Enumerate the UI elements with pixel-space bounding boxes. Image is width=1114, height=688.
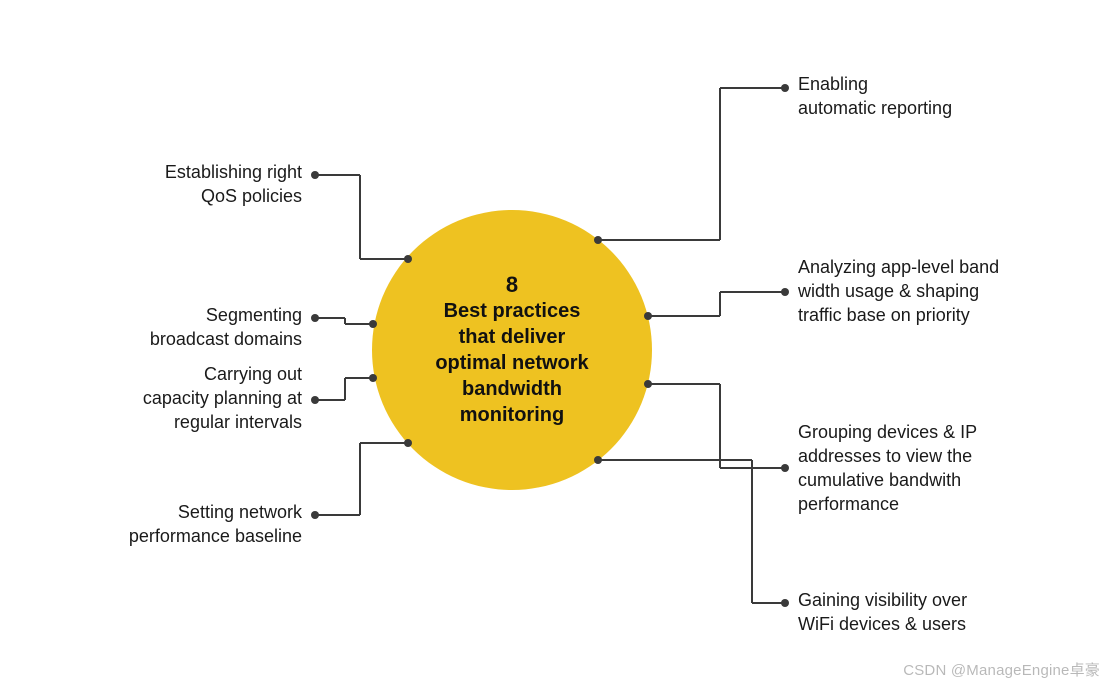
dot-grouping-label <box>781 464 789 472</box>
center-circle: 8 Best practicesthat deliveroptimal netw… <box>372 210 652 490</box>
dot-capacity-circle <box>369 374 377 382</box>
connector-app-level-v <box>719 292 721 316</box>
label-wifi: Gaining visibility overWiFi devices & us… <box>798 588 1048 636</box>
connector-baseline-h1 <box>360 442 408 444</box>
dot-wifi-label <box>781 599 789 607</box>
connector-grouping-v <box>719 384 721 468</box>
dot-baseline-circle <box>404 439 412 447</box>
label-baseline: Setting networkperformance baseline <box>92 500 302 548</box>
diagram-stage: 8 Best practicesthat deliveroptimal netw… <box>0 0 1114 688</box>
dot-reporting-label <box>781 84 789 92</box>
dot-baseline-label <box>311 511 319 519</box>
label-qos: Establishing rightQoS policies <box>92 160 302 208</box>
dot-qos-circle <box>404 255 412 263</box>
dot-capacity-label <box>311 396 319 404</box>
connector-reporting-h1 <box>598 239 720 241</box>
dot-grouping-circle <box>644 380 652 388</box>
connector-qos-h1 <box>360 258 408 260</box>
dot-wifi-circle <box>594 456 602 464</box>
connector-segmenting-h2 <box>315 317 345 319</box>
center-number: 8 <box>506 272 518 298</box>
connector-wifi-v <box>751 460 753 603</box>
dot-segmenting-label <box>311 314 319 322</box>
label-reporting: Enablingautomatic reporting <box>798 72 1038 120</box>
connector-capacity-v <box>344 378 346 400</box>
connector-qos-v <box>359 175 361 259</box>
connector-baseline-v <box>359 443 361 515</box>
connector-baseline-h2 <box>315 514 360 516</box>
connector-app-level-h2 <box>720 291 785 293</box>
connector-wifi-h1 <box>598 459 752 461</box>
connector-grouping-h1 <box>648 383 720 385</box>
label-segmenting: Segmentingbroadcast domains <box>92 303 302 351</box>
watermark-text: CSDN @ManageEngine卓豪 <box>903 659 1100 680</box>
center-subtitle: Best practicesthat deliveroptimal networ… <box>435 298 588 428</box>
dot-app-level-circle <box>644 312 652 320</box>
connector-qos-h2 <box>315 174 360 176</box>
connector-capacity-h2 <box>315 399 345 401</box>
label-grouping: Grouping devices & IPaddresses to view t… <box>798 420 1048 516</box>
connector-reporting-v <box>719 88 721 240</box>
label-capacity: Carrying outcapacity planning atregular … <box>92 362 302 434</box>
connector-app-level-h1 <box>648 315 720 317</box>
label-app-level: Analyzing app-level bandwidth usage & sh… <box>798 255 1058 327</box>
dot-qos-label <box>311 171 319 179</box>
dot-segmenting-circle <box>369 320 377 328</box>
dot-reporting-circle <box>594 236 602 244</box>
connector-reporting-h2 <box>720 87 785 89</box>
dot-app-level-label <box>781 288 789 296</box>
